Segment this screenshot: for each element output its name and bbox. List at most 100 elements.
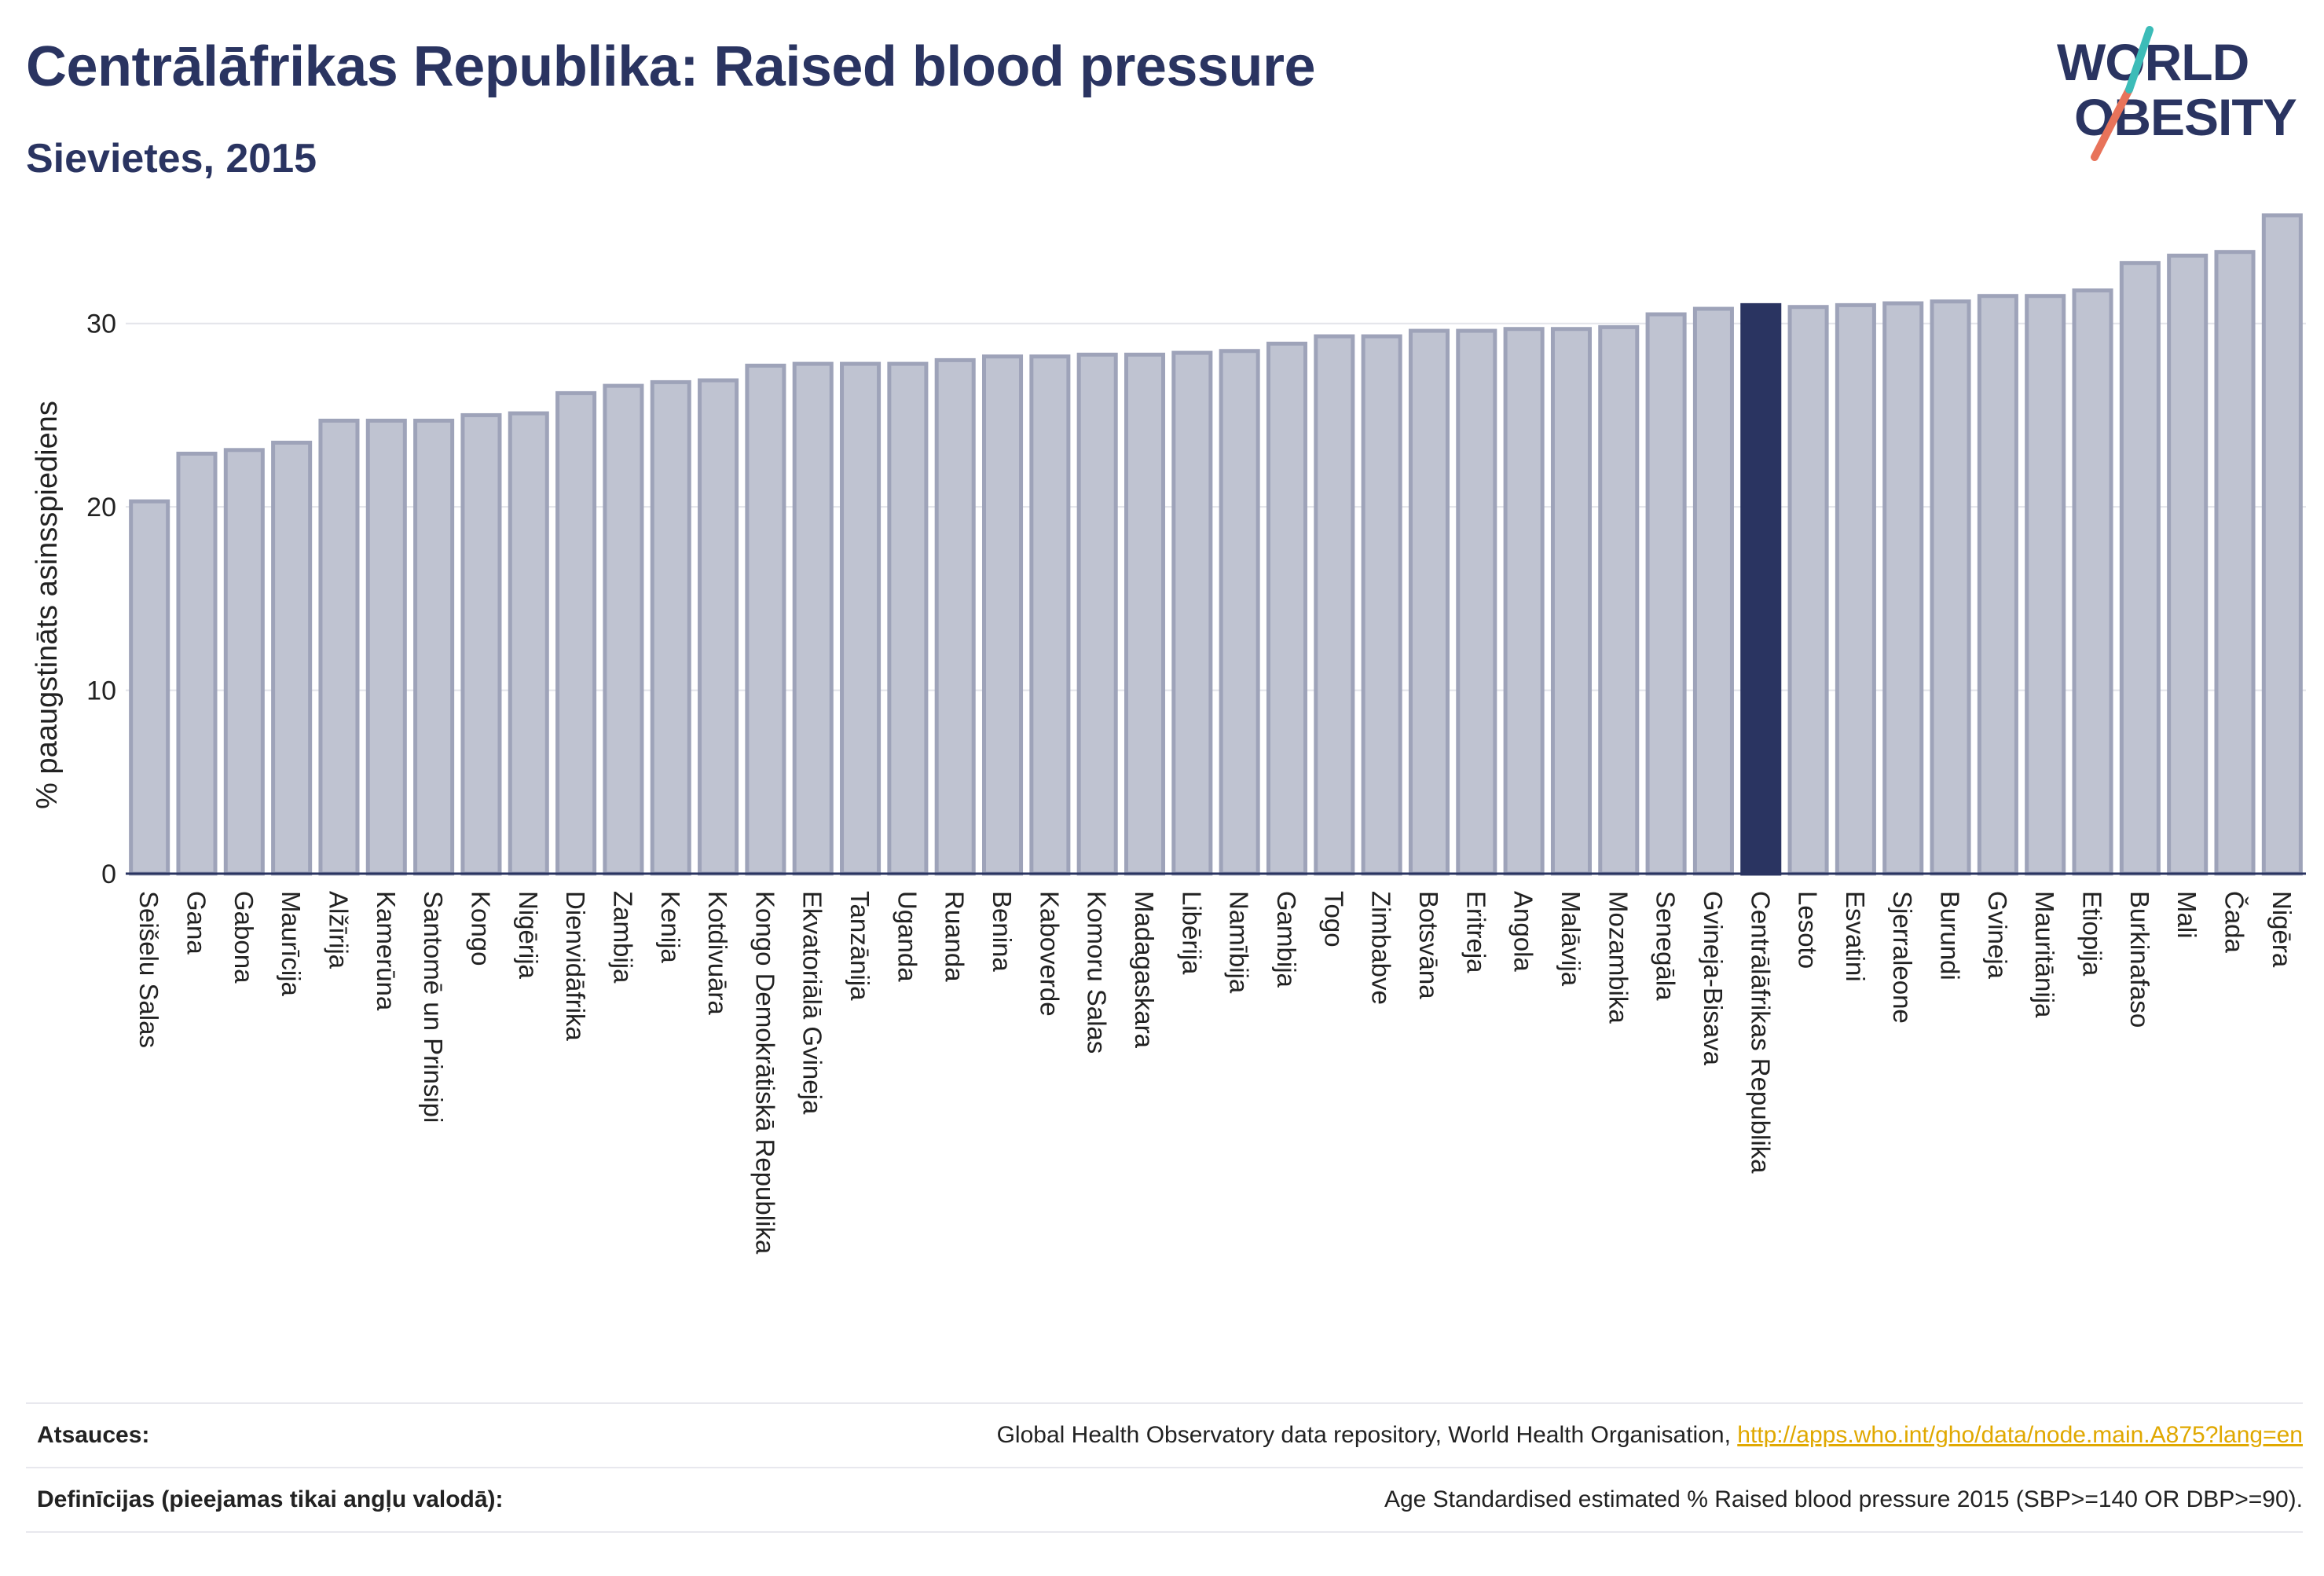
x-tick-label: Uganda <box>893 891 922 982</box>
bar <box>1219 349 1260 876</box>
x-tick-label: Kaboverde <box>1035 891 1064 1017</box>
bar <box>792 361 834 876</box>
bar <box>2119 261 2161 876</box>
x-tick-label: Kongo <box>466 891 495 966</box>
bar <box>1930 299 1971 876</box>
bar <box>2167 253 2209 876</box>
bar <box>2261 213 2303 876</box>
chart-title: Centrālāfrikas Republika: Raised blood p… <box>26 35 1316 98</box>
bar <box>460 412 502 876</box>
chart-subtitle: Sievietes, 2015 <box>26 136 317 181</box>
x-tick-label: Lesoto <box>1794 891 1823 969</box>
x-tick-label: Seišelu Salas <box>134 891 163 1048</box>
bar <box>176 451 218 876</box>
bar <box>840 361 882 876</box>
x-tick-label: Togo <box>1319 891 1348 947</box>
bar <box>555 390 597 876</box>
logo-word-1: WORLD <box>2057 33 2249 91</box>
x-tick-label: Dienvidāfrika <box>561 891 590 1041</box>
x-tick-label: Namībija <box>1225 891 1254 994</box>
bar <box>1882 301 1924 876</box>
bar <box>1266 341 1308 876</box>
x-tick-label: Eritreja <box>1461 891 1490 973</box>
definitions-label: Definīcijas (pieejamas tikai angļu valod… <box>37 1486 504 1512</box>
bar <box>1503 327 1545 876</box>
bar <box>223 448 265 876</box>
x-tick-label: Čada <box>2220 891 2249 954</box>
bar <box>1692 306 1734 876</box>
x-tick-label: Tanzānija <box>845 891 874 1001</box>
bar <box>2025 294 2066 876</box>
x-tick-label: Kongo Demokrātiskā Republika <box>750 891 779 1255</box>
x-tick-label: Mauritānija <box>2030 891 2059 1018</box>
x-tick-label: Angola <box>1509 891 1538 972</box>
x-tick-label: Komoru Salas <box>1083 891 1112 1054</box>
bar <box>603 383 644 876</box>
y-tick-label: 30 <box>86 310 116 339</box>
x-tick-label: Zambija <box>608 891 637 984</box>
bar <box>698 378 739 876</box>
x-tick-label: Sjerraleone <box>1888 891 1917 1024</box>
bar <box>1977 294 2018 876</box>
bar <box>1076 352 1118 876</box>
x-tick-label: Gabona <box>229 891 258 984</box>
bar <box>1314 334 1355 876</box>
x-tick-label: Kenija <box>656 891 685 963</box>
x-tick-label: Etiopija <box>2078 891 2107 977</box>
bar <box>2072 288 2113 876</box>
x-tick-label: Centrālāfrikas Republika <box>1746 891 1775 1174</box>
bar <box>650 379 691 876</box>
x-tick-label: Nigēra <box>2267 891 2297 968</box>
x-tick-label: Maurīcija <box>277 891 306 997</box>
bars <box>129 213 2303 876</box>
y-axis-ticks: 0 10 20 30 <box>86 310 116 889</box>
x-tick-label: Benina <box>988 891 1017 972</box>
bar <box>271 440 313 876</box>
bar <box>934 357 976 876</box>
footer: Atsauces: Global Health Observatory data… <box>26 1402 2303 1533</box>
bar-chart: 0 10 20 30 % paaugstināts asinsspiediens Se… <box>31 213 2306 1255</box>
x-tick-label: Ruanda <box>940 891 970 982</box>
x-axis-tick-labels: Seišelu Salas Gana Gabona Maurīcija Alžīrija… <box>134 891 2297 1255</box>
logo-slash-upper-icon <box>2125 26 2154 93</box>
y-axis-label: % paaugstināts asinsspiediens <box>31 401 64 809</box>
sources-label: Atsauces: <box>37 1422 150 1448</box>
bar <box>318 418 360 876</box>
x-tick-label: Senegāla <box>1651 891 1681 1001</box>
definitions-text: Age Standardised estimated % Raised bloo… <box>1384 1486 2303 1512</box>
x-tick-label: Santomē un Prinsipi <box>419 891 448 1123</box>
bar <box>1408 328 1450 876</box>
bar <box>2214 250 2256 876</box>
definitions-row: Definīcijas (pieejamas tikai angļu valod… <box>26 1467 2303 1533</box>
bar <box>1361 334 1402 876</box>
x-tick-label: Zimbabve <box>1367 891 1396 1005</box>
sources-row: Atsauces: Global Health Observatory data… <box>26 1402 2303 1467</box>
bar <box>1598 324 1640 876</box>
bar <box>1740 302 1782 876</box>
sources-link[interactable]: http://apps.who.int/gho/data/node.main.A… <box>1737 1422 2303 1448</box>
x-tick-label: Madagaskara <box>1130 891 1159 1049</box>
bar <box>1171 350 1213 876</box>
logo-slash-lower-icon <box>2091 86 2133 161</box>
bar <box>413 418 455 876</box>
bar <box>129 499 170 876</box>
x-tick-label: Mali <box>2172 891 2201 939</box>
x-tick-label: Malāvija <box>1556 891 1585 987</box>
bar <box>1456 328 1497 876</box>
bar <box>1835 302 1876 876</box>
bar <box>1124 352 1166 876</box>
x-tick-label: Kotdivuāra <box>703 891 732 1015</box>
bar <box>508 411 549 876</box>
x-tick-label: Gvineja <box>1983 891 2012 980</box>
bar <box>1029 354 1071 876</box>
sources-value: Global Health Observatory data repositor… <box>997 1422 2303 1449</box>
bar <box>1550 327 1592 876</box>
bar <box>745 363 786 876</box>
x-tick-label: Libērija <box>1177 891 1206 975</box>
world-obesity-logo: WORLD OBESITY <box>2057 26 2297 161</box>
bar <box>365 418 407 876</box>
y-tick-label: 0 <box>101 859 116 889</box>
bar <box>1645 312 1687 876</box>
x-tick-label: Esvatini <box>1841 891 1870 982</box>
x-tick-label: Mozambika <box>1604 891 1633 1024</box>
